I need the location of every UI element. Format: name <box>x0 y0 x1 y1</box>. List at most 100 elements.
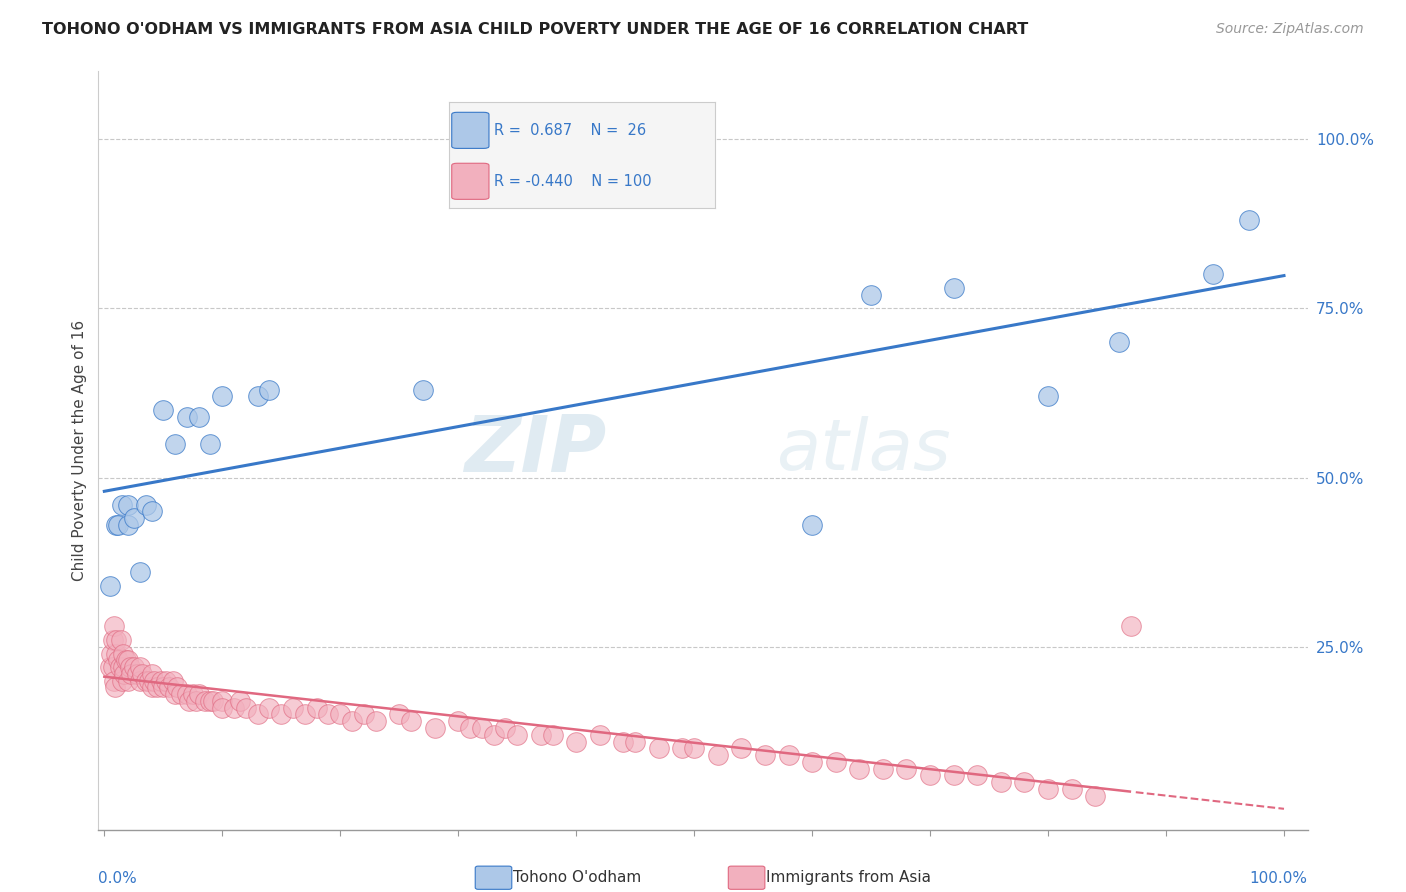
Point <box>624 734 647 748</box>
Point <box>162 673 184 688</box>
Point <box>165 436 187 450</box>
Point <box>111 673 134 688</box>
Point <box>176 409 198 424</box>
Point <box>281 700 304 714</box>
Point <box>1036 389 1059 403</box>
Point <box>294 707 316 722</box>
Point <box>112 660 135 674</box>
Point <box>152 681 174 695</box>
Point <box>135 498 157 512</box>
Text: Source: ZipAtlas.com: Source: ZipAtlas.com <box>1216 22 1364 37</box>
Text: Tohono O'odham: Tohono O'odham <box>513 871 641 885</box>
Point <box>98 660 121 674</box>
Point <box>305 700 328 714</box>
Point <box>187 687 209 701</box>
Point <box>990 775 1012 789</box>
Point <box>112 666 135 681</box>
Point <box>1202 268 1225 282</box>
Point <box>259 383 281 397</box>
Point <box>1036 781 1059 796</box>
Point <box>399 714 422 729</box>
Point <box>128 660 150 674</box>
Point <box>482 728 505 742</box>
Point <box>340 714 363 729</box>
Point <box>754 748 776 763</box>
Point <box>824 755 846 769</box>
Point <box>128 566 150 580</box>
Point <box>942 281 965 295</box>
Point <box>111 498 134 512</box>
Point <box>141 666 163 681</box>
Point <box>1237 213 1260 227</box>
Point <box>778 748 800 763</box>
Point <box>896 762 918 776</box>
Point <box>1014 775 1036 789</box>
Point <box>872 762 894 776</box>
Point <box>149 673 172 688</box>
Point <box>141 504 163 518</box>
Point <box>683 741 706 756</box>
Point <box>135 673 157 688</box>
Point <box>186 694 208 708</box>
Point <box>194 694 217 708</box>
Point <box>423 721 446 735</box>
Point <box>1084 789 1107 803</box>
Point <box>122 660 145 674</box>
Point <box>447 714 470 729</box>
Point <box>235 700 257 714</box>
Point <box>706 748 728 763</box>
Point <box>246 389 269 403</box>
Point <box>200 694 222 708</box>
Point <box>270 707 292 722</box>
Point <box>211 389 233 403</box>
Point <box>117 517 139 532</box>
Point <box>107 653 129 667</box>
Point <box>364 714 387 729</box>
Text: Immigrants from Asia: Immigrants from Asia <box>766 871 931 885</box>
Point <box>246 707 269 722</box>
Point <box>412 383 434 397</box>
Point <box>127 666 149 681</box>
Point <box>114 653 136 667</box>
Point <box>112 647 135 661</box>
Point <box>104 681 127 695</box>
Point <box>494 721 516 735</box>
Point <box>229 694 252 708</box>
Point <box>353 707 375 722</box>
Point <box>138 673 160 688</box>
Point <box>211 700 233 714</box>
Text: 100.0%: 100.0% <box>1250 871 1308 887</box>
Point <box>1108 335 1130 350</box>
Point <box>105 517 128 532</box>
Point <box>671 741 693 756</box>
Point <box>648 741 671 756</box>
Point <box>200 436 222 450</box>
Point <box>329 707 352 722</box>
Point <box>131 666 153 681</box>
Point <box>565 734 588 748</box>
Point <box>101 660 124 674</box>
Point <box>860 287 883 301</box>
Point <box>117 498 139 512</box>
Text: atlas: atlas <box>776 416 950 485</box>
Point <box>110 633 132 648</box>
Point <box>120 666 142 681</box>
Point <box>730 741 752 756</box>
Point <box>211 694 233 708</box>
Point <box>165 687 187 701</box>
Point <box>108 660 131 674</box>
Text: ZIP: ZIP <box>464 412 606 489</box>
Point <box>1119 619 1142 633</box>
Point <box>152 402 174 417</box>
Point <box>101 633 124 648</box>
Point <box>155 673 177 688</box>
Point <box>471 721 494 735</box>
Point <box>128 673 150 688</box>
Point <box>612 734 634 748</box>
Point <box>506 728 529 742</box>
Point <box>122 511 145 525</box>
Point <box>222 700 245 714</box>
Point <box>103 619 125 633</box>
Point <box>117 673 139 688</box>
Point <box>107 517 129 532</box>
